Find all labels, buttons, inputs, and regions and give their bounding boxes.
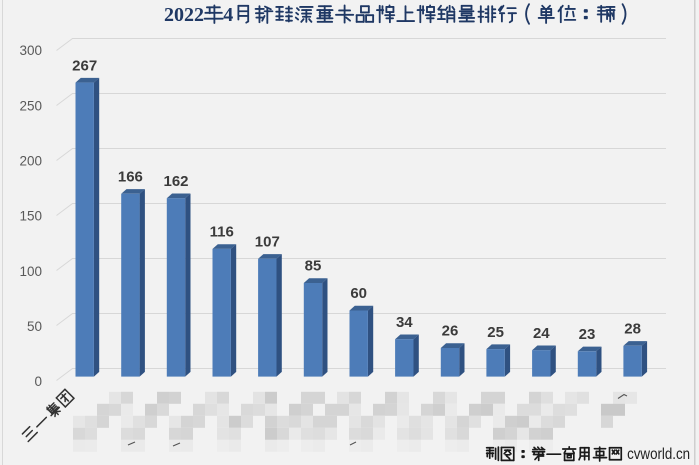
svg-text:267: 267 xyxy=(72,57,97,74)
svg-text:116: 116 xyxy=(210,224,234,241)
svg-text:107: 107 xyxy=(255,234,280,251)
svg-text:0: 0 xyxy=(34,374,42,389)
svg-text:166: 166 xyxy=(118,169,143,186)
svg-text:23: 23 xyxy=(579,326,596,343)
svg-text:300: 300 xyxy=(19,43,42,58)
svg-text:250: 250 xyxy=(19,98,42,113)
svg-text:85: 85 xyxy=(305,258,322,275)
svg-text:34: 34 xyxy=(396,314,413,331)
svg-text:cvworld.cn: cvworld.cn xyxy=(627,446,690,463)
svg-text:100: 100 xyxy=(19,264,42,279)
svg-text:28: 28 xyxy=(624,321,641,338)
svg-text:26: 26 xyxy=(442,323,459,340)
svg-text:150: 150 xyxy=(19,209,42,224)
svg-text:4: 4 xyxy=(223,4,233,26)
svg-text:2022: 2022 xyxy=(164,4,204,26)
svg-text:162: 162 xyxy=(163,173,188,190)
svg-text:60: 60 xyxy=(350,285,367,302)
svg-text:24: 24 xyxy=(533,325,550,342)
svg-text:50: 50 xyxy=(27,319,42,334)
svg-text:200: 200 xyxy=(19,153,42,168)
svg-text:25: 25 xyxy=(487,324,504,341)
